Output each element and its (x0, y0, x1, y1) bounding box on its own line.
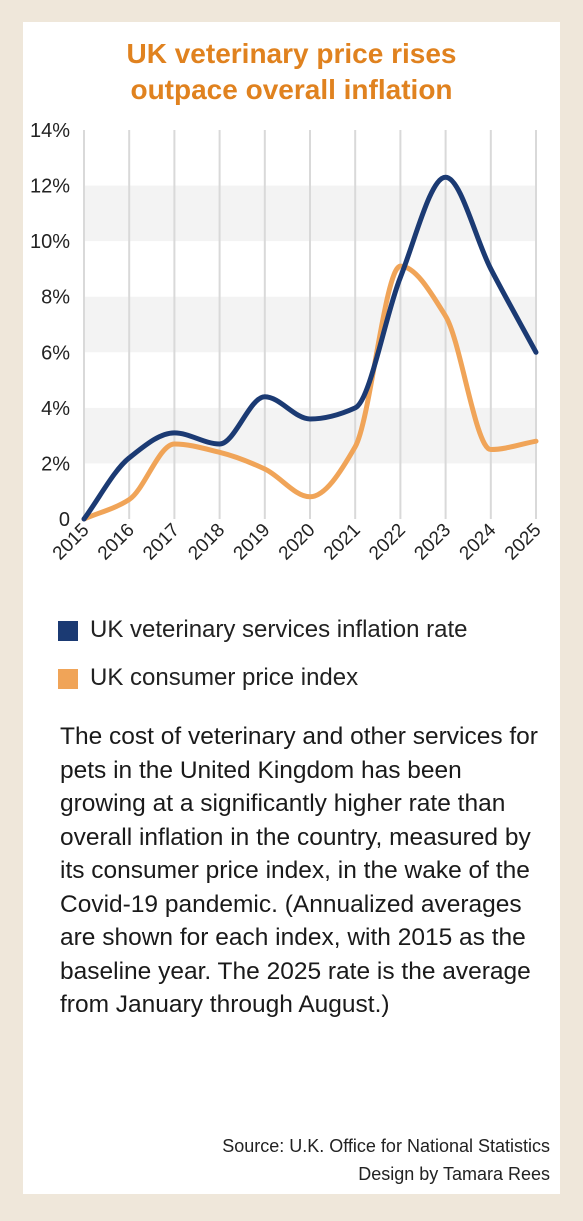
x-tick-label: 2020 (275, 520, 320, 565)
series-line-cpi (81, 263, 539, 522)
y-tick-label: 12% (30, 176, 70, 198)
x-tick-label: 2025 (501, 520, 546, 565)
legend-label-vet: UK veterinary services inflation rate (90, 616, 468, 643)
chart-title: UK veterinary price rises outpace overal… (23, 36, 560, 108)
y-tick-label: 0 (59, 509, 70, 531)
chart-title-line-1: UK veterinary price rises (126, 38, 457, 69)
y-tick-label: 2% (41, 453, 70, 475)
y-tick-label: 10% (30, 231, 70, 253)
legend-swatch-cpi (58, 669, 78, 689)
design-credit: Design by Tamara Rees (358, 1164, 550, 1184)
vertical-gridlines (83, 130, 537, 519)
y-tick-label: 8% (41, 287, 70, 309)
legend-label-cpi: UK consumer price index (90, 664, 359, 691)
x-tick-label: 2023 (410, 520, 455, 565)
x-tick-label: 2019 (230, 520, 275, 565)
credits: Source: U.K. Office for National Statist… (222, 1132, 550, 1188)
x-tick-label: 2021 (320, 520, 365, 565)
x-tick-label: 2018 (184, 520, 229, 565)
x-tick-label: 2015 (49, 520, 94, 565)
source-credit: Source: U.K. Office for National Statist… (222, 1136, 550, 1156)
y-axis-ticks: 0 2% 4% 6% 8% 10% 12% 14% (30, 120, 70, 531)
x-tick-label: 2022 (365, 520, 410, 565)
chart-title-line-2: outpace overall inflation (130, 74, 453, 105)
x-axis-ticks: 2015 2016 2017 2018 2019 2020 2021 2022 2023 2024… (49, 519, 546, 564)
x-tick-label: 2016 (94, 520, 139, 565)
series-line-vet (81, 174, 539, 522)
y-tick-label: 4% (41, 398, 70, 420)
chart-description: The cost of veterinary and other service… (60, 723, 538, 1018)
chart-card: UK veterinary price rises outpace overal… (23, 22, 560, 1194)
x-tick-label: 2024 (456, 519, 501, 564)
y-tick-label: 6% (41, 342, 70, 364)
series-lines (81, 174, 539, 522)
y-tick-label: 14% (30, 120, 70, 142)
x-tick-label: 2017 (139, 520, 184, 565)
legend-swatch-vet (58, 621, 78, 641)
line-chart: 02%4%6%8%10%12%14% 2015 2016 2017 2018 2019 2… (30, 120, 546, 564)
